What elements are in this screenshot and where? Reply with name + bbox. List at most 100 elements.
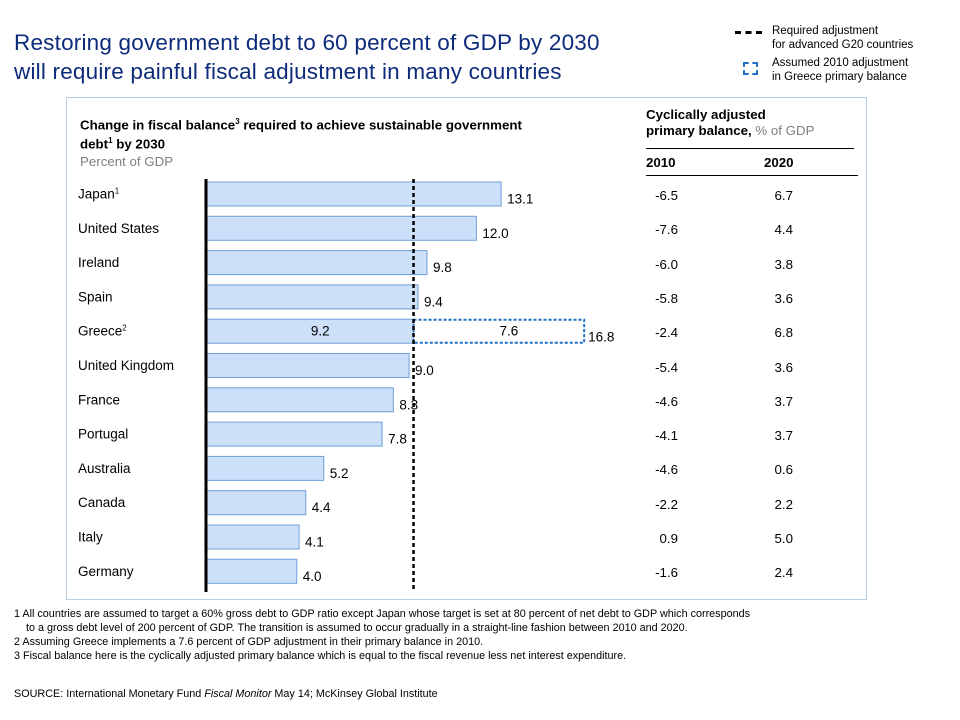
cell-2010: -4.6	[655, 462, 678, 478]
chart-header-text: required to achieve sustainable governme…	[239, 117, 522, 133]
footnote-1: 1 All countries are assumed to target a …	[14, 608, 751, 620]
category-label: France	[78, 392, 120, 407]
data-label: 7.6	[499, 324, 518, 339]
legend-label: Assumed 2010 adjustment	[772, 57, 909, 69]
category-label: Italy	[78, 530, 103, 545]
legend-label: for advanced G20 countries	[772, 39, 914, 51]
bar	[206, 353, 410, 378]
category-label: Germany	[78, 564, 134, 579]
category-label: Portugal	[78, 427, 128, 442]
chart-header-text: Change in fiscal balance	[80, 117, 236, 133]
data-label: 13.1	[507, 192, 533, 207]
cell-2010: -2.2	[655, 496, 678, 512]
bar	[206, 455, 325, 481]
column-header-2020: 2020	[764, 155, 794, 170]
cell-2010: -4.1	[655, 428, 678, 444]
legend-item-greece-adjustment: Assumed 2010 adjustment in Greece primar…	[735, 56, 913, 84]
cell-2020: 3.7	[774, 393, 794, 409]
category-label: Greece2	[78, 324, 127, 339]
chart-unit: Percent of GDP	[80, 153, 174, 169]
footnote-marker: 3	[235, 117, 240, 126]
bar	[206, 318, 415, 344]
footnote-1-cont: to a gross debt level of 200 percent of …	[26, 622, 688, 634]
table-title: Cyclically adjusted	[646, 107, 766, 122]
bar	[206, 421, 383, 447]
source-text: SOURCE: International Monetary Fund	[14, 688, 205, 700]
cell-2010: 0.9	[659, 531, 679, 546]
cell-2010: -5.4	[655, 359, 678, 375]
title-line-1: Restoring government debt to 60 percent …	[14, 30, 600, 55]
data-label: 9.2	[311, 324, 330, 339]
table-unit: % of GDP	[751, 123, 815, 138]
title-line-2: will require painful fiscal adjustment i…	[14, 59, 562, 84]
bar	[206, 284, 419, 310]
source-publication: Fiscal Monitor	[204, 688, 272, 700]
cell-2020: 3.6	[774, 290, 794, 306]
data-label: 5.2	[330, 466, 349, 481]
bar	[206, 387, 394, 413]
data-label: 12.0	[482, 226, 508, 241]
table-rule	[646, 148, 854, 149]
table-title: primary balance,	[646, 123, 752, 138]
table-header: Cyclically adjusted primary balance, % o…	[646, 107, 861, 139]
data-label: 9.0	[415, 363, 434, 378]
data-label: 16.8	[588, 330, 614, 345]
cell-2010: -4.6	[655, 393, 678, 409]
cell-2020: 2.2	[774, 496, 794, 512]
bar	[206, 250, 428, 276]
category-label: Canada	[78, 495, 126, 510]
cell-2020: 3.8	[774, 256, 794, 272]
category-label: United Kingdom	[78, 358, 174, 373]
dashed-box-swatch	[743, 62, 758, 75]
page-title: Restoring government debt to 60 percent …	[14, 28, 734, 86]
cell-2010: -5.8	[655, 290, 678, 306]
legend: Required adjustment for advanced G20 cou…	[735, 24, 913, 88]
cell-2020: 6.7	[774, 188, 794, 203]
bar	[206, 181, 502, 207]
source-line: SOURCE: International Monetary Fund Fisc…	[14, 688, 438, 700]
category-label: Spain	[78, 289, 113, 304]
footnote-3: 3 Fiscal balance here is the cyclically …	[14, 650, 627, 662]
cell-2010: -1.6	[655, 565, 678, 581]
legend-item-required-adjustment: Required adjustment for advanced G20 cou…	[735, 24, 913, 52]
category-label: Ireland	[78, 255, 119, 270]
footnote-2: 2 Assuming Greece implements a 7.6 perce…	[14, 636, 484, 648]
bar	[206, 490, 307, 516]
cell-2020: 3.6	[774, 359, 794, 375]
cell-2010: -6.0	[655, 256, 678, 272]
table-rule	[646, 175, 858, 176]
category-label: Japan1	[78, 187, 120, 202]
footnote-marker: 1	[108, 136, 113, 146]
chart-header-text: by 2030	[112, 136, 166, 152]
cell-2020: 4.4	[774, 222, 794, 238]
data-label: 9.8	[433, 260, 452, 275]
cell-2010: -2.4	[655, 325, 678, 341]
data-label: 4.0	[303, 569, 322, 584]
bar	[206, 558, 298, 584]
bar	[206, 524, 300, 550]
legend-label: Required adjustment	[772, 25, 879, 37]
legend-label: in Greece primary balance	[772, 71, 907, 83]
bar	[206, 215, 477, 241]
data-label: 4.4	[312, 500, 331, 515]
chart-header-text: debt	[80, 136, 109, 152]
cell-2010: -7.6	[655, 222, 678, 238]
column-header-2010: 2010	[646, 155, 676, 170]
cell-2020: 6.8	[774, 325, 794, 341]
footnotes: 1 All countries are assumed to target a …	[14, 607, 954, 663]
data-label: 8.3	[399, 397, 418, 412]
cell-2010: -6.5	[655, 188, 678, 203]
dashed-line-swatch	[735, 31, 762, 34]
data-label: 9.4	[424, 294, 443, 309]
data-label: 4.1	[305, 535, 324, 550]
cell-2020: 3.7	[774, 428, 794, 444]
source-text: May 14; McKinsey Global Institute	[271, 688, 438, 700]
category-label: Australia	[78, 461, 131, 476]
data-label: 7.8	[388, 432, 407, 447]
chart-header: Change in fiscal balance3 required to ac…	[80, 114, 640, 170]
category-label: United States	[78, 221, 159, 236]
cell-2020: 0.6	[774, 462, 794, 478]
cell-2020: 5.0	[774, 531, 794, 546]
greece-extra-bar	[412, 318, 586, 344]
